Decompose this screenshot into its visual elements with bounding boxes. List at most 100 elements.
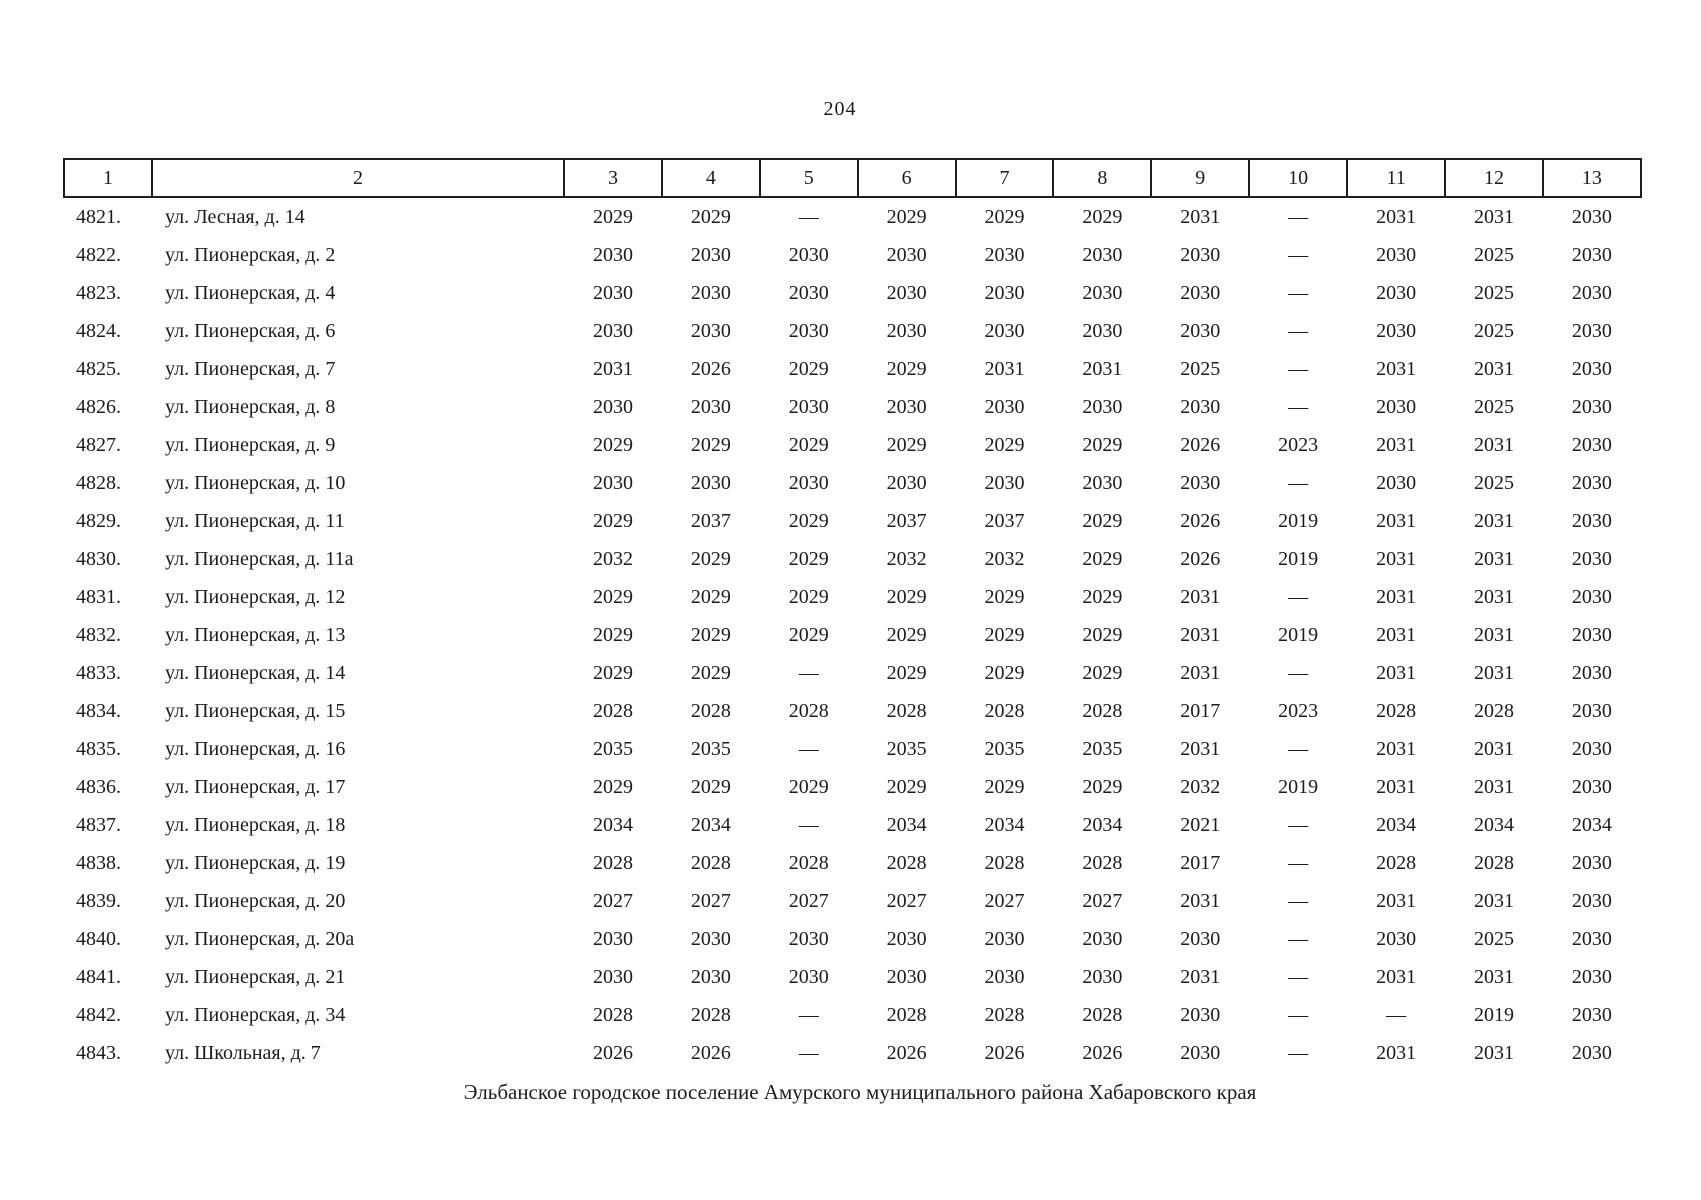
year-cell: — [1288, 927, 1309, 950]
row-number: 4840. [76, 927, 121, 950]
column-header: 5 [758, 158, 859, 198]
year-cell: — [1288, 243, 1309, 266]
year-cell: 2030 [1571, 699, 1612, 722]
year-cell: 2029 [690, 547, 731, 570]
year-cell: 2030 [1571, 661, 1612, 684]
year-cell: 2030 [592, 281, 633, 304]
year-cell: 2026 [690, 1041, 731, 1064]
row-number: 4821. [76, 205, 121, 228]
row-number: 4842. [76, 1003, 121, 1026]
year-cell: — [1288, 813, 1309, 836]
year-cell: 2029 [788, 623, 829, 646]
year-cell: 2030 [592, 319, 633, 342]
year-cell: 2031 [1473, 509, 1514, 532]
year-cell: 2029 [1082, 775, 1123, 798]
year-cell: 2031 [1473, 965, 1514, 988]
year-cell: 2030 [788, 319, 829, 342]
table-row: 4828. ул. Пионерская, д. 10 2030 2030 2030 20… [64, 464, 1641, 502]
year-cell: — [1288, 889, 1309, 912]
year-cell: 2031 [1473, 889, 1514, 912]
table-row: 4842. ул. Пионерская, д. 34 2028 2028 — 2028 2… [64, 996, 1641, 1034]
year-cell: 2031 [1180, 737, 1221, 760]
address-cell: ул. Пионерская, д. 11а [165, 547, 354, 570]
year-cell: 2030 [1571, 395, 1612, 418]
year-cell: 2028 [690, 1003, 731, 1026]
table-row: 4831. ул. Пионерская, д. 12 2029 2029 2029 20… [64, 578, 1641, 616]
year-cell: 2019 [1278, 775, 1319, 798]
year-cell: 2031 [1180, 585, 1221, 608]
year-cell: 2017 [1180, 699, 1221, 722]
year-cell: 2030 [1082, 395, 1123, 418]
year-cell: 2030 [690, 395, 731, 418]
table-row: 4832. ул. Пионерская, д. 13 2029 2029 2029 20… [64, 616, 1641, 654]
year-cell: 2030 [592, 243, 633, 266]
year-cell: 2030 [592, 965, 633, 988]
year-cell: 2027 [886, 889, 927, 912]
year-cell: — [798, 1041, 819, 1064]
year-cell: 2028 [1082, 851, 1123, 874]
year-cell: 2030 [1180, 243, 1221, 266]
year-cell: 2030 [690, 927, 731, 950]
year-cell: 2030 [984, 319, 1025, 342]
year-cell: 2031 [1473, 357, 1514, 380]
address-cell: ул. Пионерская, д. 18 [165, 813, 346, 836]
year-cell: 2030 [1571, 433, 1612, 456]
table-header-row: 1 2 3 4 5 6 7 8 9 10 11 12 13 [63, 158, 1642, 198]
row-number: 4829. [76, 509, 121, 532]
year-cell: 2028 [1376, 699, 1417, 722]
year-cell: 2032 [592, 547, 633, 570]
year-cell: 2029 [690, 433, 731, 456]
year-cell: 2029 [592, 509, 633, 532]
year-cell: 2031 [1180, 661, 1221, 684]
year-cell: 2021 [1180, 813, 1221, 836]
row-number: 4828. [76, 471, 121, 494]
row-number: 4824. [76, 319, 121, 342]
year-cell: 2026 [984, 1041, 1025, 1064]
year-cell: 2031 [1376, 357, 1417, 380]
year-cell: 2030 [1082, 927, 1123, 950]
year-cell: 2030 [886, 395, 927, 418]
year-cell: 2028 [1082, 1003, 1123, 1026]
year-cell: — [1288, 661, 1309, 684]
year-cell: 2029 [886, 433, 927, 456]
year-cell: 2025 [1180, 357, 1221, 380]
year-cell: 2031 [1180, 889, 1221, 912]
year-cell: 2029 [592, 585, 633, 608]
row-number: 4839. [76, 889, 121, 912]
year-cell: 2028 [1376, 851, 1417, 874]
table-row: 4826. ул. Пионерская, д. 8 2030 2030 2030 203… [64, 388, 1641, 426]
year-cell: 2030 [984, 927, 1025, 950]
year-cell: 2019 [1278, 547, 1319, 570]
table-row: 4830. ул. Пионерская, д. 11а 2032 2029 2029 2… [64, 540, 1641, 578]
address-cell: ул. Пионерская, д. 16 [165, 737, 346, 760]
year-cell: 2029 [886, 775, 927, 798]
year-cell: 2035 [886, 737, 927, 760]
address-cell: ул. Пионерская, д. 6 [165, 319, 336, 342]
address-cell: ул. Пионерская, д. 20 [165, 889, 346, 912]
year-cell: 2030 [788, 243, 829, 266]
year-cell: — [798, 205, 819, 228]
year-cell: 2031 [984, 357, 1025, 380]
year-cell: 2035 [984, 737, 1025, 760]
year-cell: 2035 [1082, 737, 1123, 760]
column-header: 3 [563, 158, 663, 198]
year-cell: 2029 [1082, 509, 1123, 532]
year-cell: — [798, 813, 819, 836]
year-cell: 2030 [1376, 471, 1417, 494]
year-cell: 2030 [1180, 395, 1221, 418]
year-cell: 2029 [788, 433, 829, 456]
table-row: 4824. ул. Пионерская, д. 6 2030 2030 2030 203… [64, 312, 1641, 350]
year-cell: 2030 [1571, 1041, 1612, 1064]
year-cell: — [1288, 851, 1309, 874]
column-header: 11 [1346, 158, 1447, 198]
year-cell: 2029 [1082, 433, 1123, 456]
year-cell: 2031 [1376, 585, 1417, 608]
year-cell: 2030 [886, 281, 927, 304]
table-row: 4838. ул. Пионерская, д. 19 2028 2028 2028 20… [64, 844, 1641, 882]
table-row: 4833. ул. Пионерская, д. 14 2029 2029 — 2029 2… [64, 654, 1641, 692]
year-cell: 2032 [886, 547, 927, 570]
year-cell: 2028 [984, 851, 1025, 874]
year-cell: 2031 [1180, 965, 1221, 988]
year-cell: 2030 [690, 471, 731, 494]
year-cell: 2027 [984, 889, 1025, 912]
